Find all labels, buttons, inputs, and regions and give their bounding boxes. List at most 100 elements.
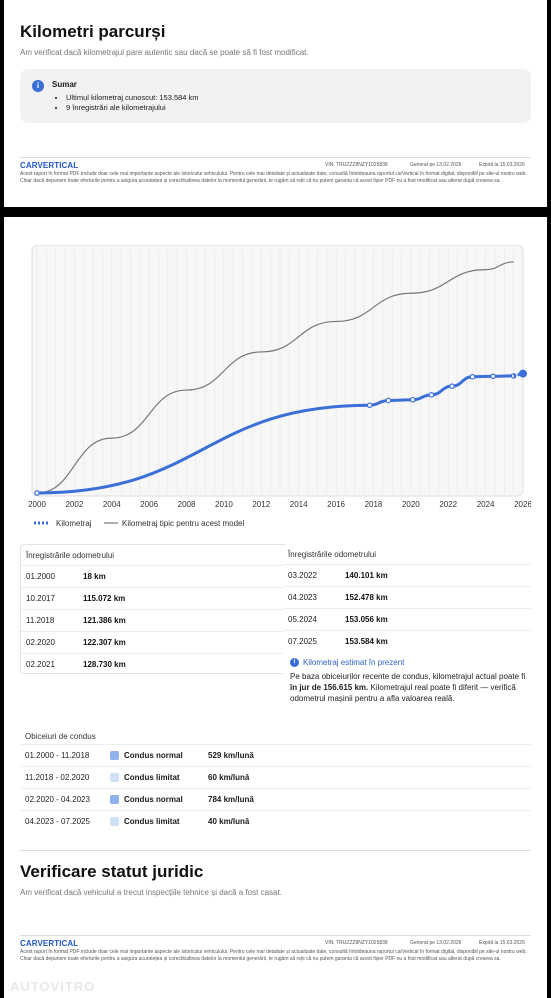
record-value: 140.101 km <box>345 571 388 580</box>
mileage-chart: 2000 2002 2004 2006 2008 2010 2012 2014 2016 2018… <box>20 244 532 535</box>
odometer-row: 03.2022 140.101 km <box>283 564 531 586</box>
carvertical-logo: CARVERTICAL <box>20 939 79 948</box>
habit-rate: 60 km/lună <box>208 773 250 782</box>
summary-title: Sumar <box>52 80 77 89</box>
record-value: 153.056 km <box>345 615 388 624</box>
habit-swatch <box>110 773 119 782</box>
record-date: 07.2025 <box>288 637 317 646</box>
x-tick-label: 2014 <box>290 500 308 509</box>
estimate-note: Pe baza obiceiurilor recente de condus, … <box>290 672 526 703</box>
data-point <box>366 402 373 409</box>
record-date: 10.2017 <box>26 594 55 603</box>
summary-item: 9 înregistrări ale kilometrajului <box>66 103 199 113</box>
odometer-row: 02.2020 122.307 km <box>21 631 295 653</box>
x-tick-label: 2008 <box>178 500 196 509</box>
x-tick-label: 2022 <box>439 500 457 509</box>
footer-disclaimer: Acest raport în format PDF include doar … <box>20 949 527 962</box>
record-value: 122.307 km <box>83 638 126 647</box>
habit-rate: 40 km/lună <box>208 817 250 826</box>
record-date: 02.2020 <box>26 638 55 647</box>
habit-row: 04.2023 - 07.2025 Condus limitat 40 km/lun… <box>20 810 531 832</box>
habit-row: 01.2000 - 11.2018 Condus normal 529 km/lun… <box>20 744 531 766</box>
section-subtitle-legal: Am verificat dacă vehiculul a trecut ins… <box>20 888 282 897</box>
legend-label-mileage: Kilometraj <box>56 519 92 528</box>
habit-period: 01.2000 - 11.2018 <box>25 751 90 760</box>
record-date: 03.2022 <box>288 571 317 580</box>
x-tick-label: 2018 <box>365 500 383 509</box>
generated-date: Generat pe 13.02.2026 <box>410 940 462 946</box>
data-point <box>469 373 476 380</box>
habit-row: 02.2020 - 04.2023 Condus normal 784 km/lun… <box>20 788 531 810</box>
record-date: 05.2024 <box>288 615 317 624</box>
odometer-header: Înregistrările odometrului <box>26 551 115 560</box>
series-line-mileage <box>36 374 514 495</box>
footer-disclaimer: Acest raport în format PDF include doar … <box>20 171 527 184</box>
odometer-row: 02.2021 128.730 km <box>21 653 295 675</box>
record-value: 18 km <box>83 572 106 581</box>
record-value: 115.072 km <box>83 594 126 603</box>
record-value: 128.730 km <box>83 660 126 669</box>
record-date: 02.2021 <box>26 660 55 669</box>
report-page-1: Kilometri parcurși Am verificat dacă kil… <box>4 0 547 207</box>
habit-swatch <box>110 817 119 826</box>
section-subtitle-mileage: Am verificat dacă kilometrajul pare aute… <box>20 48 309 57</box>
habit-swatch <box>110 795 119 804</box>
habit-period: 11.2018 - 02.2020 <box>25 773 90 782</box>
estimate-title: Kilometraj estimat în prezent <box>303 658 405 667</box>
info-icon: i <box>290 658 299 667</box>
x-tick-label: 2006 <box>140 500 158 509</box>
x-tick-label: 2026 <box>514 500 531 509</box>
data-point <box>428 392 435 398</box>
odometer-row: 01.2000 18 km <box>21 565 295 587</box>
habit-rate: 529 km/lună <box>208 751 254 760</box>
x-tick-label: 2002 <box>65 500 83 509</box>
record-value: 153.584 km <box>345 637 388 646</box>
vin-text: VIN: TRUZZZ8NZY1025838 <box>325 940 388 946</box>
series-line-typical <box>36 261 514 494</box>
x-tick-label: 2020 <box>402 500 420 509</box>
odometer-header: Înregistrările odometrului <box>288 550 377 559</box>
chart-plot-area <box>31 244 524 497</box>
odometer-card-right: Înregistrările odometrului 03.2022 140.10… <box>283 544 531 714</box>
odometer-row: 05.2024 153.056 km <box>283 608 531 630</box>
section-title-mileage: Kilometri parcurși <box>20 22 166 41</box>
report-page-2: 2000 2002 2004 2006 2008 2010 2012 2014 2016 2018… <box>4 217 547 998</box>
summary-box: i Sumar Ultimul kilometraj cunoscut: 153… <box>20 69 531 123</box>
habit-label: Condus limitat <box>124 773 180 782</box>
odometer-card-left: Înregistrările odometrului 01.2000 18 km 1… <box>20 544 296 674</box>
habit-row: 11.2018 - 02.2020 Condus limitat 60 km/lun… <box>20 766 531 788</box>
estimate-line <box>513 372 524 378</box>
data-point <box>409 396 416 403</box>
habit-label: Condus normal <box>124 751 183 760</box>
info-icon: i <box>32 80 44 92</box>
expiry-date: Expiră la 15.03.2026 <box>479 162 525 168</box>
driving-habits-card: Obiceiuri de condus 01.2000 - 11.2018 Con… <box>20 726 531 838</box>
odometer-row: 10.2017 115.072 km <box>21 587 295 609</box>
data-point <box>490 373 496 380</box>
x-tick-label: 2012 <box>252 500 270 509</box>
expiry-date: Expiră la 15.03.2026 <box>479 940 525 946</box>
habit-label: Condus limitat <box>124 817 180 826</box>
record-date: 11.2018 <box>26 616 55 625</box>
watermark: AUTOVITRO <box>10 979 96 994</box>
record-date: 04.2023 <box>288 593 317 602</box>
summary-item: Ultimul kilometraj cunoscut: 153.584 km <box>66 93 199 103</box>
x-tick-label: 2016 <box>327 500 345 509</box>
odometer-row: 11.2018 121.386 km <box>21 609 295 631</box>
x-tick-label: 2000 <box>28 500 46 509</box>
estimated-point <box>519 369 527 378</box>
record-date: 01.2000 <box>26 572 55 581</box>
habit-period: 02.2020 - 04.2023 <box>25 795 90 804</box>
legend-label-typical: Kilometraj tipic pentru acest model <box>122 519 245 528</box>
x-tick-label: 2004 <box>103 500 121 509</box>
odometer-row: 04.2023 152.478 km <box>283 586 531 608</box>
section-title-legal: Verificare statut juridic <box>20 862 204 881</box>
generated-date: Generat pe 13.02.2026 <box>410 162 462 168</box>
habit-rate: 784 km/lună <box>208 795 254 804</box>
habits-header: Obiceiuri de condus <box>25 732 96 741</box>
mileage-chart-svg: 2000 2002 2004 2006 2008 2010 2012 2014 2016 2018… <box>28 244 532 528</box>
x-tick-label: 2010 <box>215 500 233 509</box>
x-tick-label: 2024 <box>477 500 495 509</box>
vin-text: VIN: TRUZZZ8NZY1025838 <box>325 162 388 168</box>
record-value: 121.386 km <box>83 616 126 625</box>
